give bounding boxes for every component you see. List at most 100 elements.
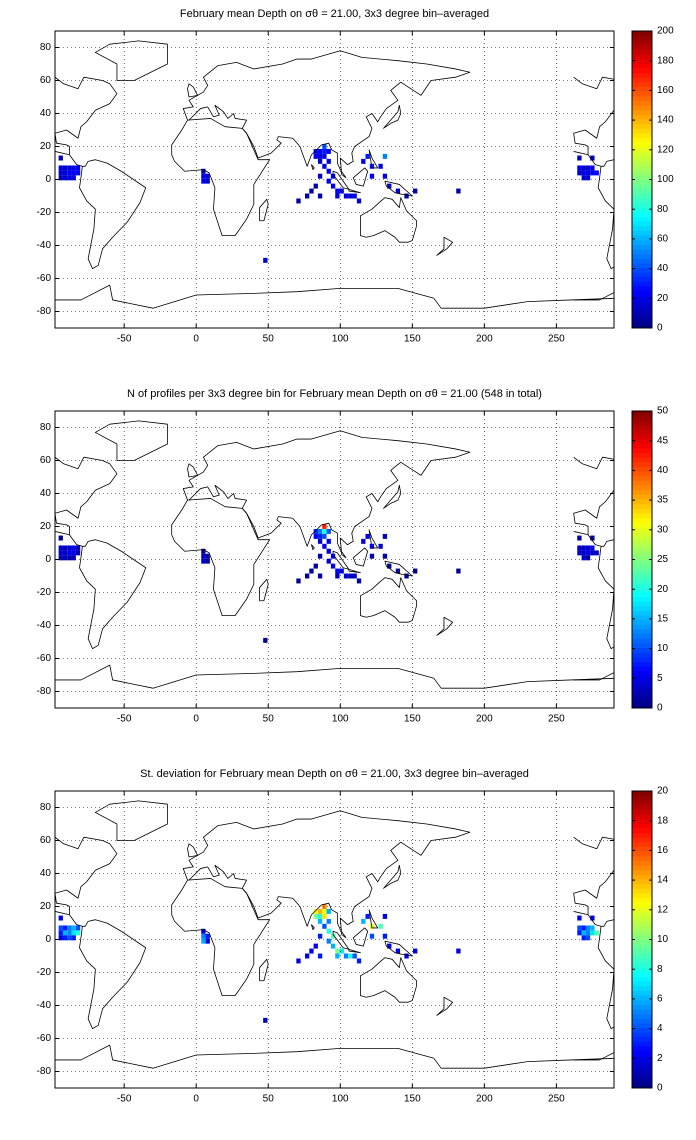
y-tick-label: -20 xyxy=(37,587,52,598)
bin-cell xyxy=(594,930,599,936)
colorbar-tick-label: 15 xyxy=(657,614,669,625)
colorbar-swatch xyxy=(632,1050,652,1056)
y-tick-label: -40 xyxy=(37,1000,52,1011)
bin-cell xyxy=(352,573,357,579)
y-tick-label: -80 xyxy=(37,686,52,697)
bin-cell xyxy=(348,573,353,579)
bin-cell xyxy=(585,545,591,551)
bin-cell xyxy=(395,568,401,574)
colorbar-tick-label: 0 xyxy=(657,323,663,334)
bin-cell xyxy=(335,188,340,194)
colorbar-tick-label: 20 xyxy=(657,293,669,304)
colorbar-swatch xyxy=(632,174,652,180)
bin-cell xyxy=(382,933,388,939)
bin-cell xyxy=(58,915,63,921)
colorbar-swatch xyxy=(632,578,652,584)
bin-cell xyxy=(404,193,409,199)
colorbar-tick-label: 200 xyxy=(657,26,674,37)
bin-cell xyxy=(205,558,210,564)
colorbar-swatch xyxy=(632,1013,652,1019)
colorbar-swatch xyxy=(632,930,652,936)
y-tick-label: 40 xyxy=(40,108,52,119)
bin-cell xyxy=(296,578,301,584)
colorbar-swatch xyxy=(632,958,652,964)
bin-cell xyxy=(378,923,383,929)
colorbar-swatch xyxy=(632,211,652,217)
bin-cell xyxy=(326,538,331,544)
colorbar-swatch xyxy=(632,652,652,658)
colorbar-swatch xyxy=(632,990,652,996)
bin-cell xyxy=(313,153,318,159)
bin-cell xyxy=(322,163,327,169)
bin-cell xyxy=(67,935,72,941)
bin-cell xyxy=(581,935,586,941)
bin-cell xyxy=(62,175,68,181)
colorbar-swatch xyxy=(632,314,652,320)
colorbar-swatch xyxy=(632,123,652,129)
map-panel: -50 0 50 100 150 200 250 -80 -60 -40 -20 0 20 40 60 80 xyxy=(37,30,615,345)
bin-cell xyxy=(326,548,331,554)
colorbar-swatch xyxy=(632,471,652,477)
panel-title: February mean Depth on σθ = 21.00, 3x3 d… xyxy=(180,8,489,20)
bin-cell xyxy=(71,175,76,181)
bin-cell xyxy=(62,165,68,171)
x-tick-label: 200 xyxy=(476,1094,493,1105)
bin-cell xyxy=(58,170,63,176)
colorbar-swatch xyxy=(632,1023,652,1028)
map-area xyxy=(55,420,614,689)
bin-cell xyxy=(317,528,323,534)
colorbar-tick-label: 8 xyxy=(657,964,663,975)
bin-cell xyxy=(71,545,76,551)
colorbar-swatch xyxy=(632,63,652,69)
colorbar-frame xyxy=(631,790,653,1089)
colorbar-tick-label: 25 xyxy=(657,554,669,565)
bin-cell xyxy=(296,958,301,964)
bin-cell xyxy=(594,550,599,556)
y-tick-label: -40 xyxy=(37,620,52,631)
bin-cell xyxy=(58,925,63,931)
colorbar-swatch xyxy=(632,109,652,115)
bin-cell xyxy=(387,563,392,569)
x-tick-label: 200 xyxy=(476,714,493,725)
bin-cell xyxy=(581,545,586,551)
bin-cell xyxy=(577,545,582,551)
colorbar-swatch xyxy=(632,842,652,847)
axes-frame xyxy=(54,410,615,709)
bin-cell xyxy=(339,948,344,954)
colorbar: 0 20 40 60 80 100 120 140 160 180 200 xyxy=(631,26,674,334)
colorbar-swatch xyxy=(632,147,652,152)
bin-cell xyxy=(58,930,63,936)
bin-cell xyxy=(382,533,388,539)
colorbar-tick-label: 0 xyxy=(657,1083,663,1094)
colorbar-swatch xyxy=(632,1046,652,1052)
bin-cell xyxy=(263,257,268,263)
bin-cell xyxy=(58,935,63,941)
colorbar-swatch xyxy=(632,133,652,139)
bin-cell xyxy=(205,178,210,184)
colorbar-swatch xyxy=(632,791,652,796)
colorbar-swatch xyxy=(632,309,652,315)
bin-cell xyxy=(304,193,310,199)
colorbar-swatch xyxy=(632,907,652,912)
colorbar-swatch xyxy=(632,800,652,806)
bin-cell xyxy=(67,170,72,176)
bin-cell xyxy=(313,908,318,914)
y-tick-label: 80 xyxy=(40,422,52,433)
colorbar: 0 2 4 6 8 10 12 14 16 18 20 xyxy=(631,786,669,1094)
x-tick-label: 0 xyxy=(193,334,199,345)
bin-cell xyxy=(313,528,318,534)
bin-cell xyxy=(205,553,210,559)
bin-cell xyxy=(317,573,323,579)
bin-cell xyxy=(317,148,323,154)
colorbar-tick-label: 100 xyxy=(657,174,674,185)
colorbar-swatch xyxy=(632,1009,652,1015)
bin-cell xyxy=(326,528,331,534)
bin-cell xyxy=(581,550,586,556)
colorbar-swatch xyxy=(632,424,652,430)
bin-cell xyxy=(71,555,76,561)
colorbar-swatch xyxy=(632,253,652,259)
colorbar-swatch xyxy=(632,591,652,597)
bin-cell xyxy=(335,948,340,954)
bin-cell xyxy=(581,175,586,181)
x-tick-label: 250 xyxy=(548,714,565,725)
